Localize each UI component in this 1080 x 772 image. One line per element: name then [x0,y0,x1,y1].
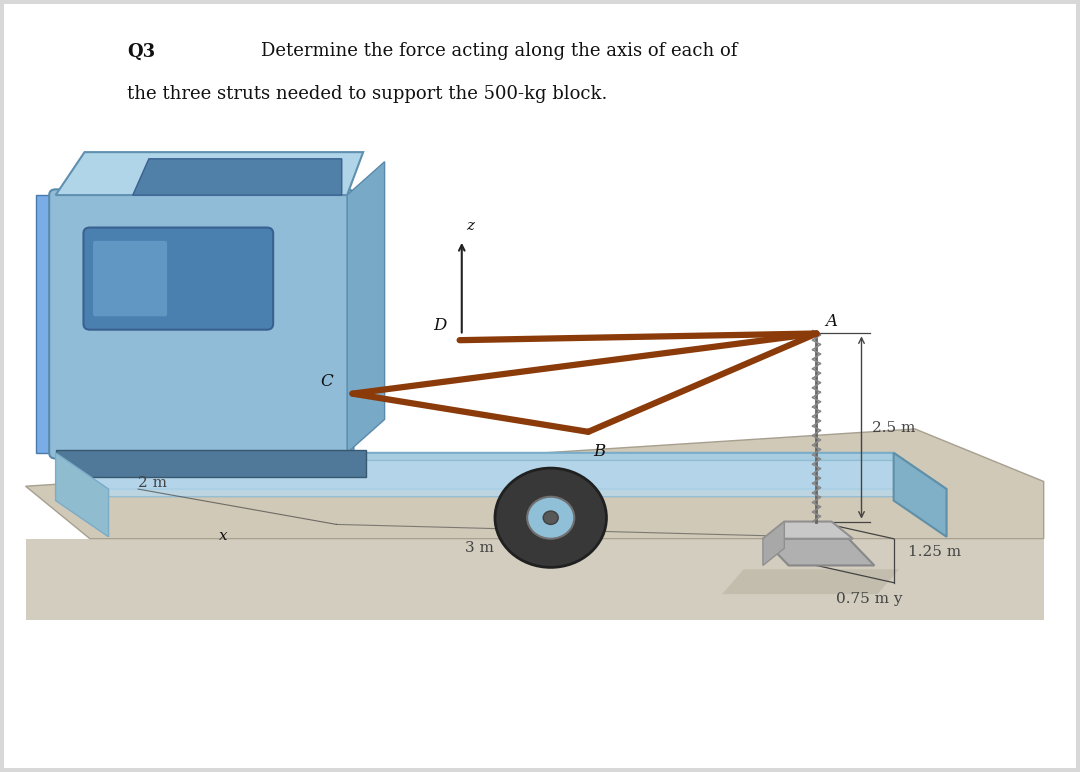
Text: x: x [218,529,227,543]
Polygon shape [55,152,363,195]
FancyBboxPatch shape [93,241,167,317]
Text: z: z [467,219,474,233]
Circle shape [543,511,558,524]
Polygon shape [26,429,1043,539]
Polygon shape [55,460,946,496]
Bar [37,195,55,453]
Polygon shape [133,159,341,195]
Polygon shape [55,453,109,537]
Polygon shape [55,453,946,489]
Polygon shape [347,161,384,453]
Bar [55,450,366,476]
FancyBboxPatch shape [50,189,353,459]
Text: D: D [433,317,447,334]
Polygon shape [762,539,875,565]
Text: the three struts needed to support the 500-kg block.: the three struts needed to support the 5… [127,86,608,103]
Polygon shape [762,522,853,539]
FancyBboxPatch shape [83,228,273,330]
Text: A: A [825,313,837,330]
Polygon shape [893,453,946,537]
Text: 2.5 m: 2.5 m [873,421,916,435]
Text: C: C [321,373,333,390]
Polygon shape [26,539,1043,620]
Text: B: B [594,443,606,460]
Text: Determine the force acting along the axis of each of: Determine the force acting along the axi… [261,42,738,60]
Polygon shape [762,522,784,565]
Circle shape [527,496,575,539]
Polygon shape [723,569,899,594]
Text: 0.75 m y: 0.75 m y [836,592,902,606]
Text: Q3: Q3 [127,42,156,60]
Text: 1.25 m: 1.25 m [907,545,961,559]
Circle shape [495,468,607,567]
Text: 3 m: 3 m [465,540,494,554]
Text: 2 m: 2 m [138,476,167,490]
